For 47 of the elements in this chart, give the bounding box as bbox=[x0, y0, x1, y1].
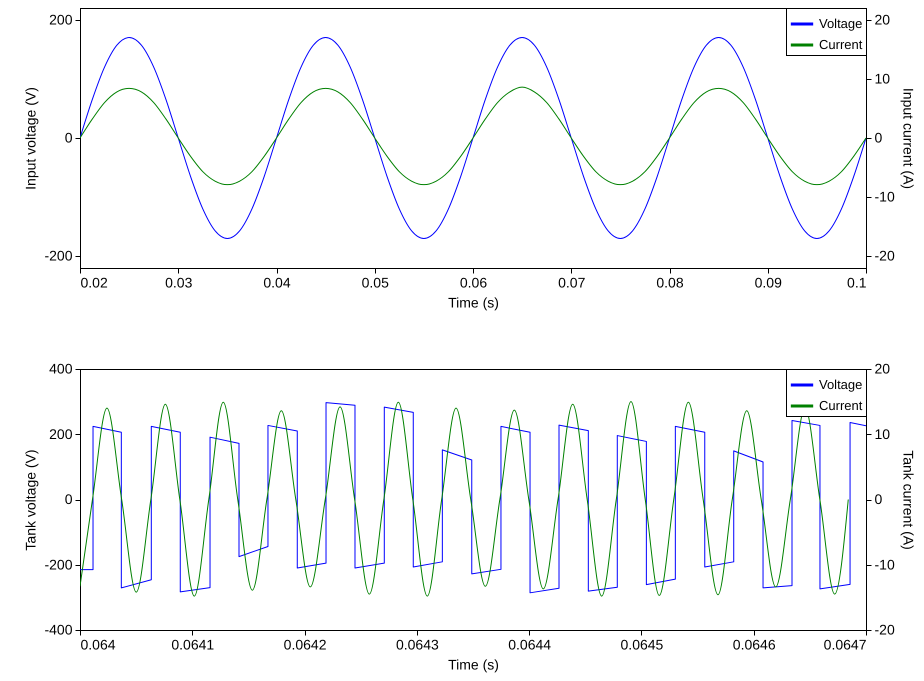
y2-axis-title: Input current (A) bbox=[900, 88, 917, 190]
x-tick-label: 0.04 bbox=[263, 274, 291, 290]
y-tick-label: 200 bbox=[49, 426, 73, 442]
y-tick-label: -400 bbox=[44, 622, 73, 638]
x-tick-label: 0.0647 bbox=[824, 636, 867, 652]
x-axis-title: Time (s) bbox=[448, 656, 499, 672]
y2-tick-label: -10 bbox=[874, 556, 895, 572]
x-tick-label: 0.0641 bbox=[171, 636, 214, 652]
line-series bbox=[80, 37, 866, 239]
y-tick-label: -200 bbox=[44, 556, 73, 572]
x-tick-label: 0.0644 bbox=[508, 636, 552, 652]
x-tick-label: 0.1 bbox=[847, 274, 867, 290]
y-axis-title: Tank voltage (V) bbox=[22, 449, 38, 551]
y-tick-label: 0 bbox=[64, 130, 73, 146]
legend-label: Current bbox=[819, 398, 863, 413]
legend-label: Voltage bbox=[819, 377, 862, 392]
legend-label: Voltage bbox=[819, 16, 862, 31]
x-tick-label: 0.0645 bbox=[620, 636, 664, 652]
x-tick-label: 0.09 bbox=[754, 274, 782, 290]
x-tick-label: 0.06 bbox=[460, 274, 488, 290]
y2-tick-label: 0 bbox=[874, 491, 882, 507]
x-tick-label: 0.0642 bbox=[284, 636, 327, 652]
y2-tick-label: 0 bbox=[874, 130, 882, 146]
x-tick-label: 0.05 bbox=[362, 274, 390, 290]
line-series bbox=[80, 86, 866, 186]
y-tick-label: 0 bbox=[64, 491, 73, 507]
y2-tick-label: -20 bbox=[874, 248, 895, 264]
y-tick-label: 400 bbox=[49, 360, 73, 376]
x-tick-label: 0.0646 bbox=[732, 636, 776, 652]
y2-tick-label: 20 bbox=[874, 11, 890, 28]
y2-tick-label: 10 bbox=[874, 70, 890, 86]
y2-tick-label: -10 bbox=[874, 188, 895, 205]
x-tick-label: 0.0643 bbox=[396, 636, 439, 652]
y2-tick-label: 20 bbox=[874, 360, 890, 376]
y-tick-label: -200 bbox=[44, 248, 73, 264]
y2-axis-title: Tank current (A) bbox=[900, 450, 917, 550]
y2-tick-label: 10 bbox=[874, 426, 890, 442]
y-axis-title: Input voltage (V) bbox=[22, 87, 38, 190]
legend-label: Current bbox=[819, 37, 863, 52]
x-axis-title: Time (s) bbox=[448, 294, 499, 310]
x-tick-label: 0.07 bbox=[558, 274, 586, 290]
x-tick-label: 0.03 bbox=[165, 274, 193, 290]
y-tick-label: 200 bbox=[49, 11, 73, 28]
x-tick-label: 0.02 bbox=[80, 274, 108, 290]
y2-tick-label: -20 bbox=[874, 622, 895, 638]
x-tick-label: 0.064 bbox=[80, 636, 116, 652]
x-tick-label: 0.08 bbox=[656, 274, 684, 290]
